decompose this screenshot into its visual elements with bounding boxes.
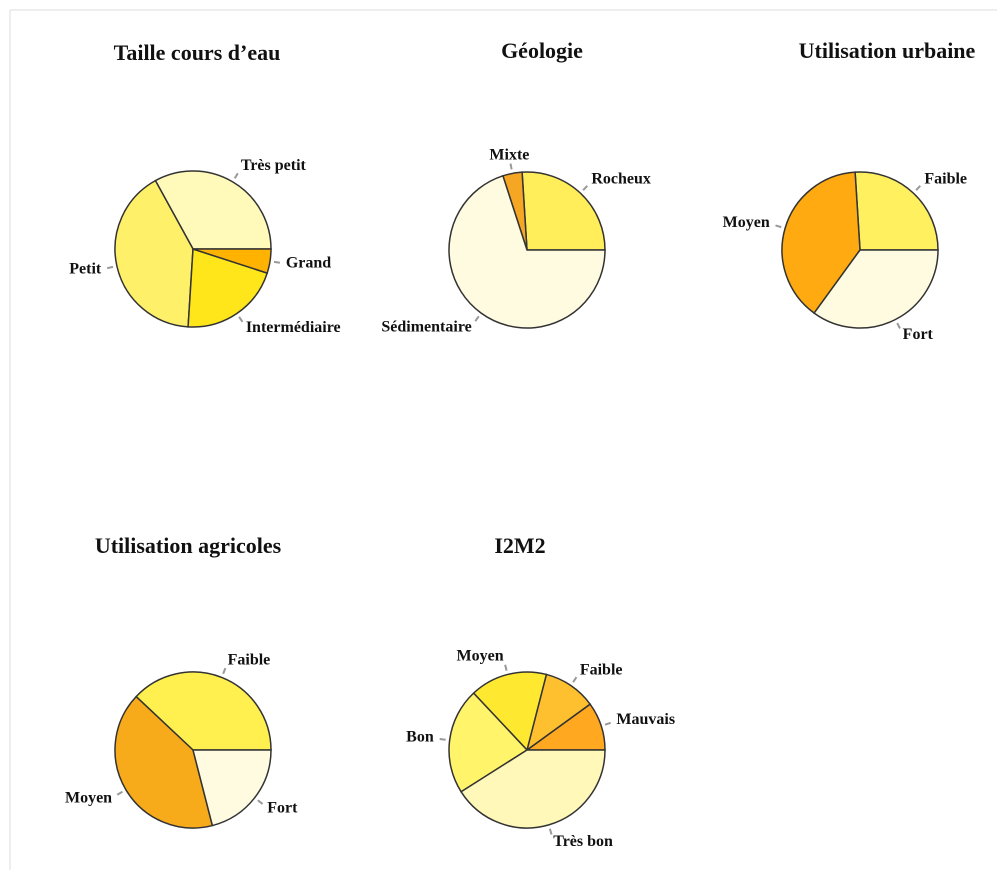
- slice-label: Très bon: [553, 833, 613, 850]
- leader-tick: [273, 260, 281, 264]
- slice-label: Moyen: [457, 648, 504, 665]
- slice-label: Mixte: [489, 146, 529, 163]
- leader-tick: [509, 163, 513, 170]
- chart-title: Utilisation agricoles: [95, 533, 282, 558]
- leader-tick: [257, 799, 264, 805]
- leader-tick: [238, 316, 244, 323]
- slice-label: Moyen: [723, 214, 770, 231]
- pie-slice: [448, 174, 606, 329]
- leader-tick: [582, 185, 588, 191]
- chart-title: Géologie: [501, 38, 583, 63]
- leader-tick: [572, 676, 578, 683]
- leader-tick: [233, 172, 239, 179]
- leader-tick: [106, 265, 114, 270]
- pie-slice: [781, 171, 861, 315]
- leader-tick: [504, 664, 508, 671]
- pie-slice: [854, 171, 939, 251]
- pie-slice: [448, 692, 529, 793]
- pie-slice: [521, 171, 606, 251]
- slice-label: Mauvais: [616, 711, 675, 728]
- slice-label: Sédimentaire: [381, 318, 471, 335]
- slice-label: Fort: [267, 800, 298, 817]
- slice-label: Faible: [228, 651, 271, 668]
- pie-slice: [187, 247, 269, 328]
- slice-label: Bon: [406, 729, 434, 746]
- leader-tick: [439, 737, 446, 741]
- pie-slice: [472, 671, 548, 752]
- leader-tick: [116, 790, 123, 796]
- pie-slice: [192, 248, 272, 275]
- slice-label: Faible: [580, 661, 623, 678]
- slice-label: Rocheux: [591, 171, 651, 188]
- slice-label: Intermédiaire: [246, 319, 341, 336]
- pie-slice: [135, 671, 272, 751]
- pie-slice: [154, 170, 272, 250]
- pie-slice: [813, 249, 939, 329]
- leader-tick: [915, 185, 921, 191]
- leader-tick: [604, 721, 612, 726]
- chart-title: Utilisation urbaine: [799, 38, 976, 63]
- slice-label: Faible: [924, 171, 967, 188]
- pie-slice: [192, 749, 272, 827]
- leader-tick: [474, 315, 480, 322]
- leader-tick: [548, 828, 553, 835]
- pie-slice: [460, 749, 606, 829]
- leader-tick: [222, 667, 227, 675]
- chart-title: Taille cours d’eau: [114, 40, 281, 65]
- slice-label: Moyen: [65, 790, 112, 807]
- slice-label: Petit: [69, 261, 102, 278]
- leader-tick: [896, 322, 901, 329]
- leader-tick: [775, 224, 782, 229]
- pie-slice: [114, 695, 214, 829]
- slice-label: Très petit: [241, 157, 307, 174]
- pie-slice: [114, 179, 194, 328]
- slice-label: Fort: [903, 326, 934, 343]
- chart-title: I2M2: [494, 533, 545, 558]
- slice-label: Grand: [286, 255, 331, 272]
